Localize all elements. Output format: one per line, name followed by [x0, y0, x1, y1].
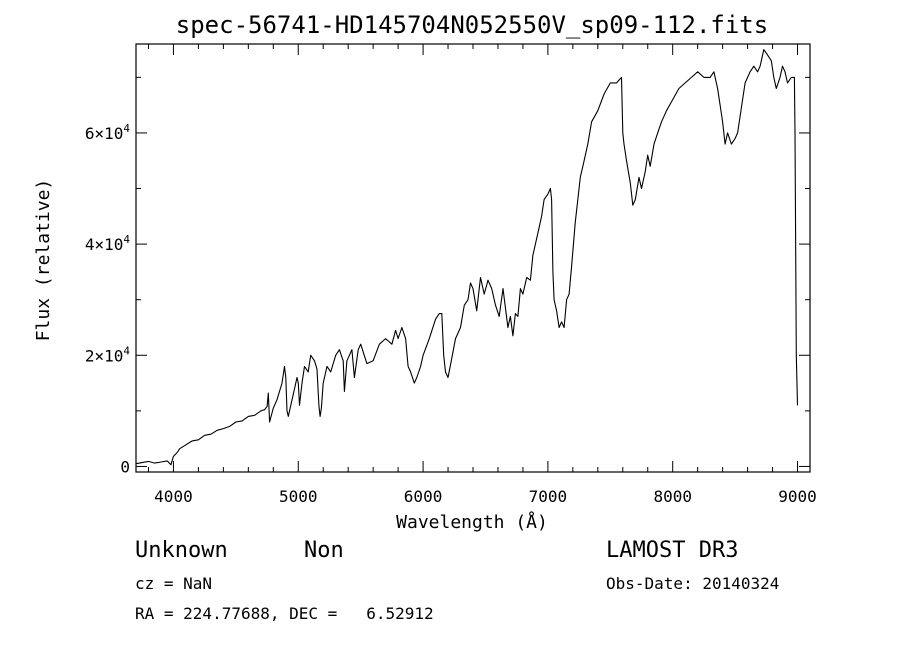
spectral-subclass: Non — [304, 538, 344, 563]
spectral-class: Unknown — [135, 538, 228, 563]
x-tick-label: 5000 — [279, 487, 318, 506]
observation-date: Obs-Date: 20140324 — [606, 574, 780, 593]
plot-frame — [135, 43, 811, 473]
x-axis-ticks: 4000 5000 6000 7000 8000 9000 — [147, 44, 817, 506]
x-axis-label: Wavelength (Å) — [396, 511, 548, 533]
x-tick-label: 4000 — [154, 487, 193, 506]
y-tick-label: 6×104 — [85, 122, 131, 143]
x-tick-label: 8000 — [653, 487, 692, 506]
ra-dec-coordinates: RA = 224.77688, DEC = 6.52912 — [135, 604, 434, 623]
y-tick-label: 0 — [120, 457, 130, 476]
survey-name: LAMOST DR3 — [606, 538, 739, 563]
spectrum-line — [135, 49, 799, 466]
y-tick-label: 4×104 — [85, 233, 131, 254]
y-axis-label: Flux (relative) — [33, 179, 54, 342]
y-tick-label: 2×104 — [85, 344, 131, 365]
redshift-cz: cz = NaN — [135, 574, 213, 593]
x-tick-label: 9000 — [778, 487, 817, 506]
y-axis-ticks: 0 2×104 4×104 6×104 — [85, 76, 810, 476]
chart-title: spec-56741-HD145704N052550V_sp09-112.fit… — [176, 11, 768, 39]
x-tick-label: 7000 — [529, 487, 568, 506]
x-tick-label: 6000 — [404, 487, 443, 506]
